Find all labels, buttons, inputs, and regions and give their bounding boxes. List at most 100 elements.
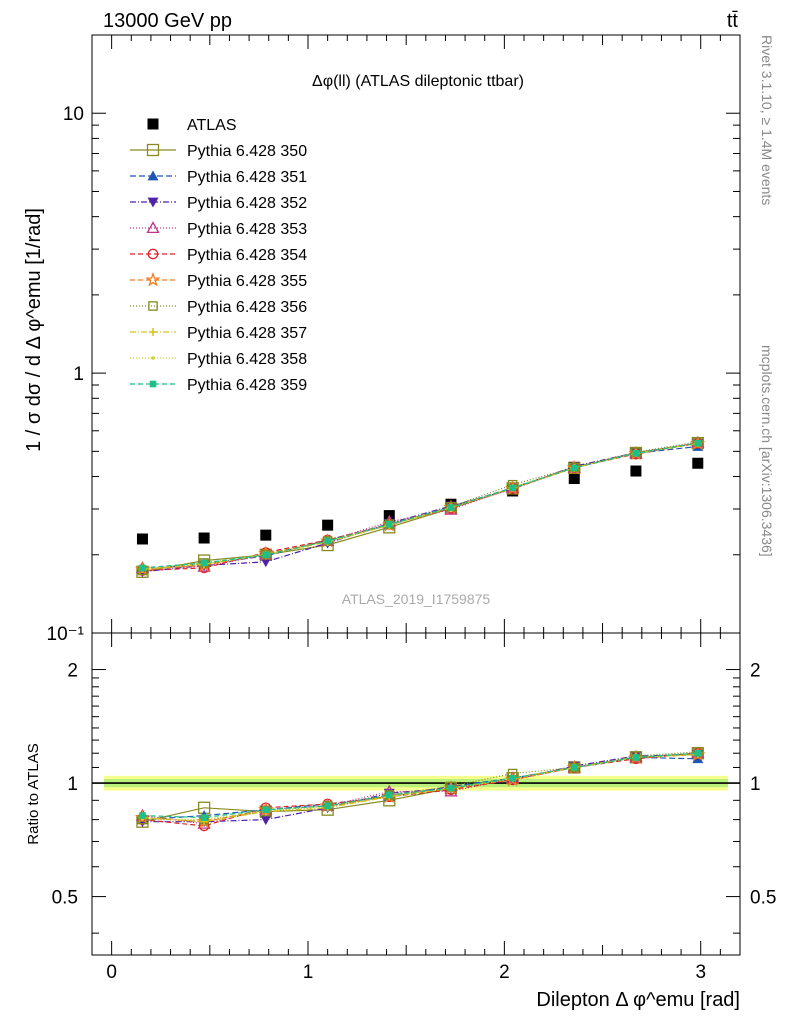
main-data-point	[136, 533, 148, 545]
main-series-line	[142, 442, 698, 570]
ratio-series-line	[142, 752, 698, 827]
plot-title: Δφ(ll) (ATLAS dileptonic ttbar)	[312, 73, 524, 90]
main-y-tick-label: 10	[63, 104, 84, 125]
main-series-5	[137, 437, 704, 576]
x-tick-label: 0	[106, 962, 117, 983]
main-data-point	[324, 537, 331, 545]
legend-marker	[147, 170, 159, 181]
legend-entry-0: ATLAS	[147, 117, 237, 134]
main-data-point	[694, 439, 702, 447]
ratio-data-point	[200, 814, 208, 821]
main-y-axis-label: 1 / σ dσ / d Δ φ^emu [1/rad]	[23, 208, 45, 452]
analysis-watermark: ATLAS_2019_I1759875	[342, 591, 491, 607]
legend-marker	[147, 118, 159, 130]
ratio-panel: 0.5 0.5 1 1 2 2 0 1 2 3	[52, 632, 776, 983]
main-data-point	[262, 551, 270, 559]
legend-marker	[149, 328, 157, 336]
legend-label: ATLAS	[187, 117, 237, 134]
x-axis-label: Dilepton Δ φ^emu [rad]	[536, 989, 740, 1011]
x-tick-label: 2	[499, 962, 510, 983]
main-series-1	[136, 436, 704, 578]
main-data-point	[322, 519, 334, 531]
process-label: tt̄	[727, 10, 739, 32]
legend-entry-8: Pythia 6.428 357	[130, 325, 307, 342]
main-data-point	[568, 473, 580, 485]
main-panel: 10⁻¹ 1 10	[47, 34, 741, 645]
main-series-line	[142, 442, 698, 572]
main-series-line	[142, 442, 698, 569]
legend-label: Pythia 6.428 357	[187, 325, 307, 342]
main-data-point	[198, 532, 210, 544]
legend-label: Pythia 6.428 356	[187, 299, 307, 316]
legend-label: Pythia 6.428 354	[187, 247, 307, 264]
legend-entry-4: Pythia 6.428 353	[130, 221, 307, 238]
ratio-data-point	[694, 749, 702, 757]
main-data-point	[630, 465, 642, 477]
ratio-frame	[91, 632, 741, 956]
legend-entry-7: Pythia 6.428 356	[130, 299, 307, 316]
x-tick-label: 1	[303, 962, 314, 983]
legend-label: Pythia 6.428 350	[187, 143, 307, 160]
main-series-3	[136, 439, 704, 578]
ratio-data-point	[260, 815, 272, 826]
main-series-line	[142, 442, 698, 573]
legend-label: Pythia 6.428 359	[187, 377, 307, 394]
main-data-point	[385, 520, 393, 528]
legend-marker	[146, 221, 160, 234]
ratio-data-point	[447, 784, 455, 792]
ratio-series-line	[142, 756, 698, 821]
legend-marker	[149, 380, 157, 388]
ratio-data-point	[385, 791, 393, 799]
main-series-0	[136, 457, 704, 545]
legend-entry-10: Pythia 6.428 359	[130, 377, 307, 394]
mcplots-label: mcplots.cern.ch [arXiv:1306.3436]	[759, 345, 775, 557]
ratio-data-point	[262, 806, 270, 813]
main-series-line	[142, 442, 698, 570]
legend-entry-5: Pythia 6.428 354	[130, 247, 307, 264]
legend-label: Pythia 6.428 352	[187, 195, 307, 212]
main-series-line	[142, 441, 698, 572]
ratio-y-tick-label-right: 1	[750, 774, 761, 795]
legend-marker	[146, 143, 160, 157]
main-series-line	[142, 442, 698, 569]
ratio-series-line	[142, 751, 698, 821]
ratio-data-point	[324, 802, 331, 810]
legend-entry-6: Pythia 6.428 355	[130, 272, 307, 290]
main-data-point	[692, 457, 704, 469]
legend-marker	[147, 197, 159, 208]
main-data-point	[139, 564, 146, 572]
ratio-y-tick-label: 1	[67, 774, 78, 795]
main-series-9	[140, 441, 700, 572]
ratio-data-point	[632, 754, 640, 761]
ratio-y-tick-label-right: 0.5	[750, 888, 776, 909]
legend-entry-9: Pythia 6.428 358	[130, 351, 307, 368]
ratio-data-point	[569, 762, 580, 773]
main-series-line	[142, 442, 698, 573]
main-series-line	[142, 442, 698, 571]
legend-marker	[145, 272, 161, 287]
ratio-series-line	[142, 754, 698, 821]
main-series-6	[134, 435, 706, 576]
x-tick-label: 3	[695, 962, 706, 983]
legend-marker	[148, 301, 158, 311]
legend-marker	[151, 356, 155, 360]
legend: ATLAS Pythia 6.428 350 Pythia 6.428 351 Pyt…	[130, 117, 307, 394]
main-series-2	[136, 440, 704, 574]
rivet-label: Rivet 3.1.10, ≥ 1.4M events	[759, 35, 775, 205]
main-data-point	[260, 557, 272, 568]
main-series-8	[138, 439, 702, 574]
ratio-data-point	[570, 764, 578, 771]
main-data-point	[447, 504, 455, 511]
ratio-series-9	[139, 749, 702, 821]
legend-label: Pythia 6.428 351	[187, 169, 307, 186]
main-y-tick-label: 1	[73, 364, 84, 385]
legend-label: Pythia 6.428 355	[187, 273, 307, 290]
main-data-point	[632, 449, 640, 457]
main-series-10	[139, 439, 702, 572]
ratio-data-point	[509, 774, 516, 782]
energy-label: 13000 GeV pp	[103, 10, 232, 32]
ratio-data-point	[139, 812, 146, 819]
main-data-point	[200, 559, 208, 567]
legend-entry-3: Pythia 6.428 352	[130, 195, 307, 212]
